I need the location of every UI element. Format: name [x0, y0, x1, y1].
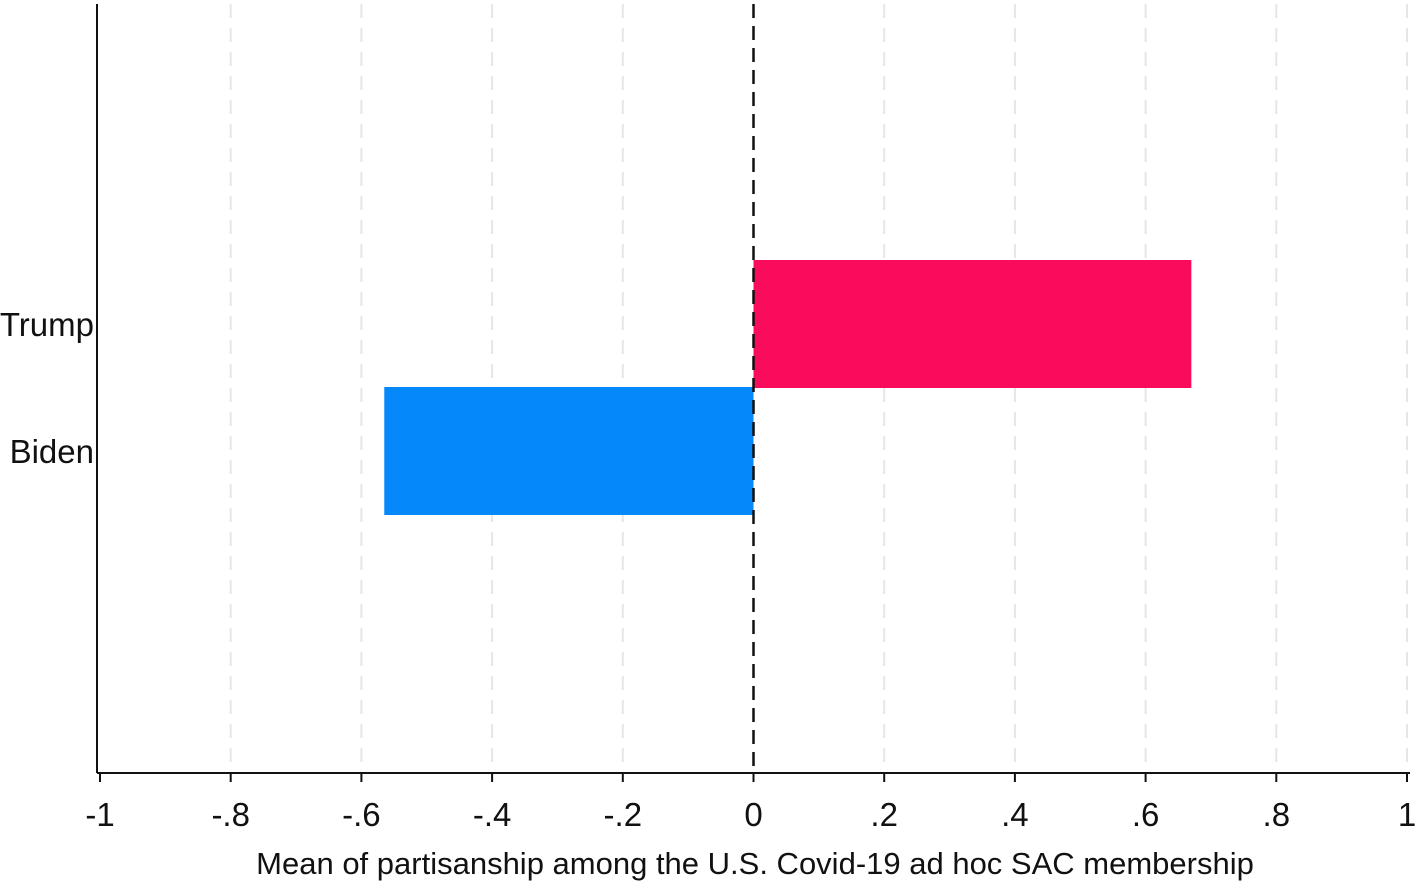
x-tick-label: .8: [1263, 796, 1291, 833]
x-tick-label: .2: [870, 796, 898, 833]
x-tick-label: -.2: [604, 796, 643, 833]
x-tick-label: -.6: [342, 796, 381, 833]
category-label: Biden: [10, 433, 94, 470]
bar-biden: [384, 387, 754, 515]
category-label: Trump: [0, 306, 94, 343]
x-axis-ticks: -1 -.8 -.6 -.4 -.2 0 .2 .4 .6 .8 1: [85, 773, 1416, 833]
x-tick-label: .6: [1132, 796, 1160, 833]
x-tick-label: 1: [1398, 796, 1416, 833]
bars: [384, 260, 1192, 515]
x-tick-label: -1: [85, 796, 114, 833]
category-labels: Trump Biden: [0, 306, 94, 470]
x-tick-label: 0: [744, 796, 762, 833]
x-tick-label: .4: [1001, 796, 1029, 833]
x-axis-title: Mean of partisanship among the U.S. Covi…: [256, 846, 1254, 881]
x-tick-label: -.8: [211, 796, 250, 833]
bar-trump: [753, 260, 1192, 388]
x-tick-label: -.4: [473, 796, 512, 833]
